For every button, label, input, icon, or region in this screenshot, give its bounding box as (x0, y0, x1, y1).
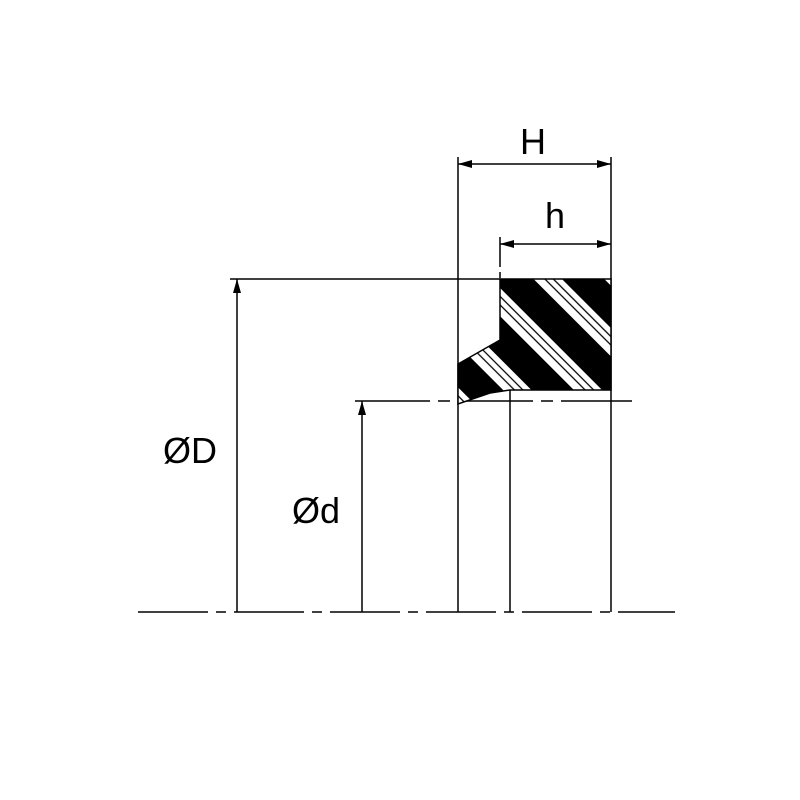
label-D: ØD (163, 430, 217, 471)
label-H: H (520, 121, 546, 162)
seal-cross-section (457, 278, 612, 406)
label-h: h (545, 195, 565, 236)
label-d: Ød (292, 490, 340, 531)
